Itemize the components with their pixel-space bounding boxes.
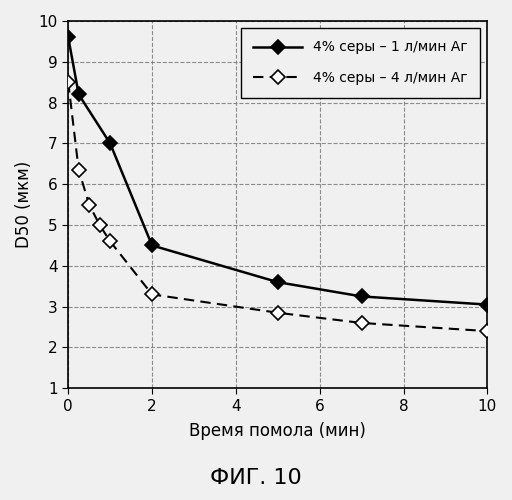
Line: 4% серы – 1 л/мин Аг: 4% серы – 1 л/мин Аг <box>63 32 492 310</box>
Y-axis label: D50 (мкм): D50 (мкм) <box>15 161 33 248</box>
4% серы – 1 л/мин Аг <box>76 92 82 98</box>
4% серы – 1 л/мин Аг <box>484 302 490 308</box>
4% серы – 1 л/мин Аг <box>65 34 71 40</box>
4% серы – 4 л/мин Аг <box>107 238 113 244</box>
Line: 4% серы – 4 л/мин Аг: 4% серы – 4 л/мин Аг <box>63 78 492 336</box>
4% серы – 4 л/мин Аг <box>65 79 71 85</box>
4% серы – 4 л/мин Аг <box>86 202 92 207</box>
4% серы – 4 л/мин Аг <box>97 222 103 228</box>
4% серы – 1 л/мин Аг <box>149 242 155 248</box>
4% серы – 1 л/мин Аг <box>358 294 365 300</box>
4% серы – 4 л/мин Аг <box>275 310 281 316</box>
4% серы – 1 л/мин Аг <box>275 279 281 285</box>
X-axis label: Время помола (мин): Время помола (мин) <box>189 422 366 440</box>
4% серы – 4 л/мин Аг <box>149 292 155 298</box>
Legend: 4% серы – 1 л/мин Аг, 4% серы – 4 л/мин Аг: 4% серы – 1 л/мин Аг, 4% серы – 4 л/мин … <box>241 28 480 98</box>
Text: ФИГ. 10: ФИГ. 10 <box>210 468 302 487</box>
4% серы – 4 л/мин Аг <box>358 320 365 326</box>
4% серы – 1 л/мин Аг <box>107 140 113 146</box>
4% серы – 4 л/мин Аг <box>76 167 82 173</box>
4% серы – 4 л/мин Аг <box>484 328 490 334</box>
